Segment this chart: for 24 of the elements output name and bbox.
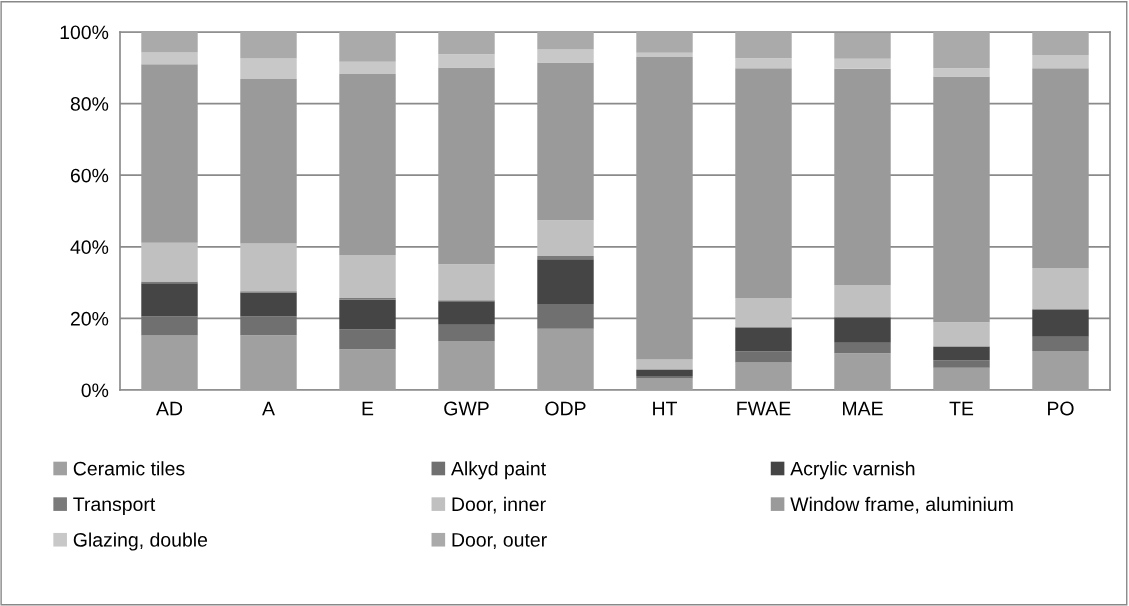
x-tick-label: ODP <box>545 401 586 416</box>
x-tick-label: E <box>362 401 374 416</box>
legend-label: Door, inner <box>452 496 546 514</box>
legend-label: Glazing, double <box>73 532 208 551</box>
x-tick-label: HT <box>653 401 678 416</box>
x-tick-label: AD <box>156 401 183 416</box>
x-tick-label: FWAE <box>737 401 791 416</box>
x-tick-label: A <box>262 401 275 416</box>
legend-label: Acrylic varnish <box>790 461 915 480</box>
y-tick-label: 40% <box>70 240 109 255</box>
y-tick-label: 0% <box>81 383 109 398</box>
x-tick-label: MAE <box>843 401 883 416</box>
legend-label: Ceramic tiles <box>73 461 185 476</box>
legend-label: Window frame, aluminium <box>790 496 1013 514</box>
x-tick-label: PO <box>1048 401 1074 416</box>
y-tick-label: 60% <box>70 168 109 183</box>
legend-label: Door, outer <box>452 533 547 550</box>
x-tick-label: GWP <box>444 401 489 416</box>
legend-label: Transport <box>73 497 156 515</box>
y-tick-label: 80% <box>70 97 109 111</box>
legend-label: Alkyd paint <box>451 461 546 480</box>
y-tick-label: 20% <box>70 311 109 326</box>
y-tick-label: 100% <box>60 25 109 40</box>
x-tick-label: TE <box>949 401 974 416</box>
